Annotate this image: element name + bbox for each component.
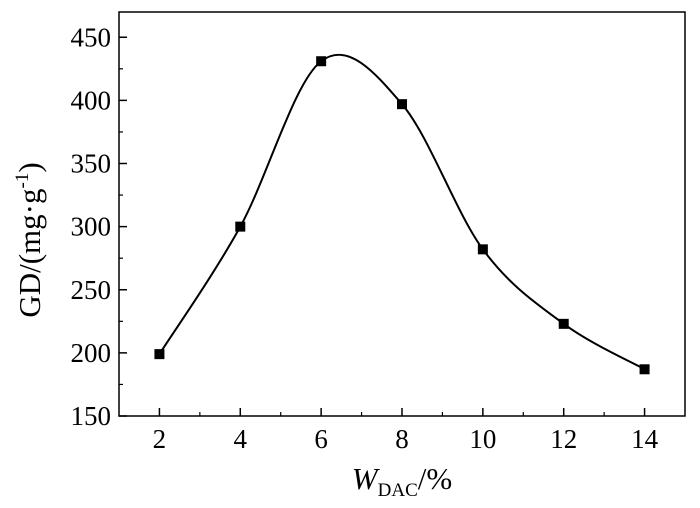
x-tick-label-5: 12	[550, 424, 577, 454]
y-tick-label-0: 150	[71, 401, 112, 431]
data-point-1	[235, 221, 246, 232]
tick-labels: 2 4 6 8 10 12 14 150 200 250 300 350 400 450	[71, 22, 659, 454]
data-point-0	[154, 349, 165, 360]
x-tick-label-2: 6	[314, 424, 328, 454]
x-tick-label-4: 10	[469, 424, 496, 454]
x-axis-title-subscript: DAC	[378, 480, 418, 501]
x-tick-label-6: 14	[631, 424, 659, 454]
x-tick-label-0: 2	[153, 424, 167, 454]
ticks	[119, 36, 646, 417]
x-axis-title: WDAC/%	[352, 461, 452, 501]
y-tick-label-1: 200	[71, 338, 112, 368]
y-tick-label-3: 300	[71, 212, 112, 242]
y-tick-label-5: 400	[71, 85, 112, 115]
y-axis-title-prefix: GD/(mg·g	[12, 189, 47, 318]
y-tick-label-6: 450	[71, 22, 112, 52]
x-axis-title-suffix: /%	[418, 461, 452, 496]
y-tick-label-2: 250	[71, 275, 112, 305]
x-tick-label-1: 4	[234, 424, 248, 454]
plot-frame	[118, 11, 686, 417]
x-axis-title-main: W	[352, 461, 381, 496]
y-tick-label-4: 350	[71, 149, 112, 179]
data-point-6	[639, 364, 650, 375]
data-point-3	[397, 99, 407, 110]
y-axis-title-superscript: -1	[12, 173, 33, 189]
data-point-5	[558, 318, 569, 329]
y-axis-title-suffix: )	[12, 162, 47, 172]
data-point-4	[477, 244, 488, 255]
x-tick-label-3: 8	[395, 424, 409, 454]
data-markers	[154, 56, 650, 375]
y-axis-title: GD/(mg·g-1)	[12, 162, 47, 317]
data-point-2	[316, 56, 327, 67]
